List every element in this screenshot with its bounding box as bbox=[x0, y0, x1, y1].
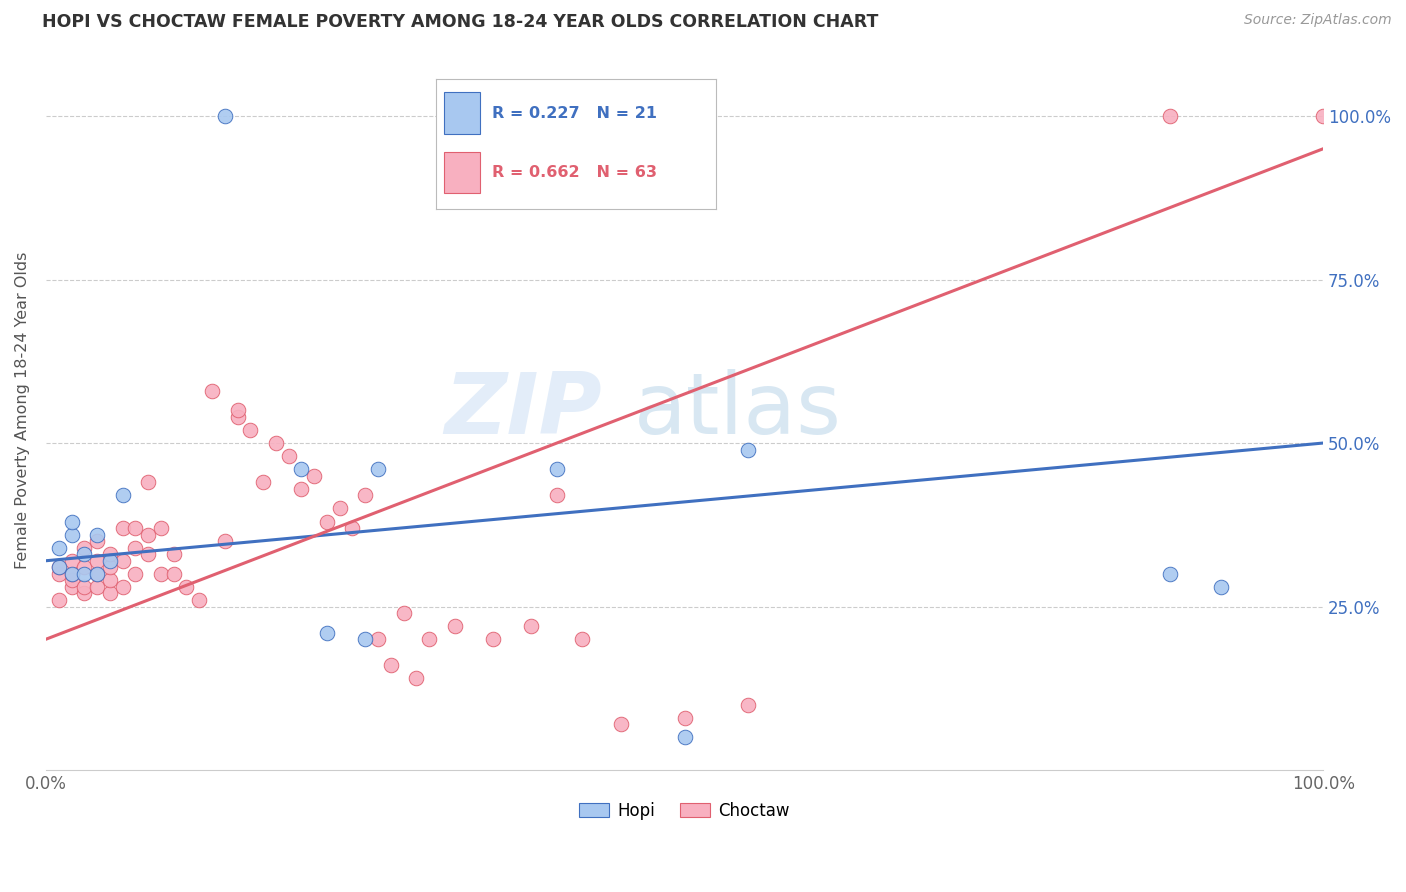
Point bbox=[98, 574, 121, 588]
Point bbox=[111, 554, 134, 568]
Point bbox=[60, 574, 83, 588]
Point bbox=[264, 436, 287, 450]
Point bbox=[86, 554, 108, 568]
Point bbox=[98, 547, 121, 561]
Point bbox=[1159, 566, 1181, 581]
Point bbox=[98, 554, 121, 568]
Point bbox=[290, 482, 312, 496]
Point bbox=[60, 580, 83, 594]
Point bbox=[214, 109, 236, 123]
Point bbox=[405, 672, 427, 686]
Point bbox=[73, 547, 96, 561]
Point bbox=[673, 731, 696, 745]
Legend: Hopi, Choctaw: Hopi, Choctaw bbox=[572, 795, 797, 826]
Point bbox=[48, 593, 70, 607]
Point bbox=[149, 566, 172, 581]
Point bbox=[60, 515, 83, 529]
Point bbox=[149, 521, 172, 535]
Point bbox=[392, 606, 415, 620]
Point bbox=[737, 698, 759, 712]
Text: atlas: atlas bbox=[634, 368, 841, 452]
Point bbox=[124, 566, 146, 581]
Text: HOPI VS CHOCTAW FEMALE POVERTY AMONG 18-24 YEAR OLDS CORRELATION CHART: HOPI VS CHOCTAW FEMALE POVERTY AMONG 18-… bbox=[42, 13, 879, 31]
Point bbox=[354, 632, 377, 647]
Point bbox=[86, 580, 108, 594]
Point bbox=[380, 658, 402, 673]
Point bbox=[1159, 109, 1181, 123]
Point bbox=[226, 409, 249, 424]
Point bbox=[60, 566, 83, 581]
Point bbox=[302, 468, 325, 483]
Point bbox=[73, 560, 96, 574]
Point bbox=[73, 566, 96, 581]
Point bbox=[124, 521, 146, 535]
Point bbox=[60, 566, 83, 581]
Point bbox=[367, 632, 389, 647]
Point bbox=[48, 566, 70, 581]
Point bbox=[329, 501, 352, 516]
Point bbox=[214, 534, 236, 549]
Point bbox=[367, 462, 389, 476]
Point bbox=[98, 560, 121, 574]
Point bbox=[111, 580, 134, 594]
Point bbox=[86, 566, 108, 581]
Point bbox=[48, 560, 70, 574]
Point bbox=[520, 619, 543, 633]
Point bbox=[418, 632, 440, 647]
Point bbox=[354, 488, 377, 502]
Point bbox=[239, 423, 262, 437]
Point bbox=[482, 632, 505, 647]
Point bbox=[188, 593, 211, 607]
Point bbox=[1312, 109, 1334, 123]
Point bbox=[60, 527, 83, 541]
Point bbox=[111, 488, 134, 502]
Point bbox=[163, 566, 186, 581]
Point bbox=[124, 541, 146, 555]
Point bbox=[86, 534, 108, 549]
Point bbox=[48, 560, 70, 574]
Point bbox=[86, 566, 108, 581]
Point bbox=[86, 527, 108, 541]
Point bbox=[73, 541, 96, 555]
Point bbox=[546, 488, 568, 502]
Point bbox=[136, 527, 159, 541]
Point bbox=[1209, 580, 1232, 594]
Point bbox=[48, 541, 70, 555]
Point bbox=[277, 449, 299, 463]
Point bbox=[226, 403, 249, 417]
Point bbox=[737, 442, 759, 457]
Point bbox=[136, 547, 159, 561]
Point bbox=[252, 475, 274, 490]
Point bbox=[443, 619, 465, 633]
Point bbox=[73, 580, 96, 594]
Point bbox=[673, 711, 696, 725]
Point bbox=[316, 515, 339, 529]
Point bbox=[60, 554, 83, 568]
Y-axis label: Female Poverty Among 18-24 Year Olds: Female Poverty Among 18-24 Year Olds bbox=[15, 252, 30, 569]
Point bbox=[609, 717, 631, 731]
Point bbox=[73, 586, 96, 600]
Point bbox=[290, 462, 312, 476]
Point bbox=[201, 384, 224, 398]
Point bbox=[176, 580, 198, 594]
Text: ZIP: ZIP bbox=[444, 368, 602, 452]
Point bbox=[163, 547, 186, 561]
Point bbox=[98, 586, 121, 600]
Point bbox=[316, 625, 339, 640]
Point bbox=[111, 521, 134, 535]
Point bbox=[342, 521, 364, 535]
Text: Source: ZipAtlas.com: Source: ZipAtlas.com bbox=[1244, 13, 1392, 28]
Point bbox=[546, 462, 568, 476]
Point bbox=[136, 475, 159, 490]
Point bbox=[571, 632, 593, 647]
